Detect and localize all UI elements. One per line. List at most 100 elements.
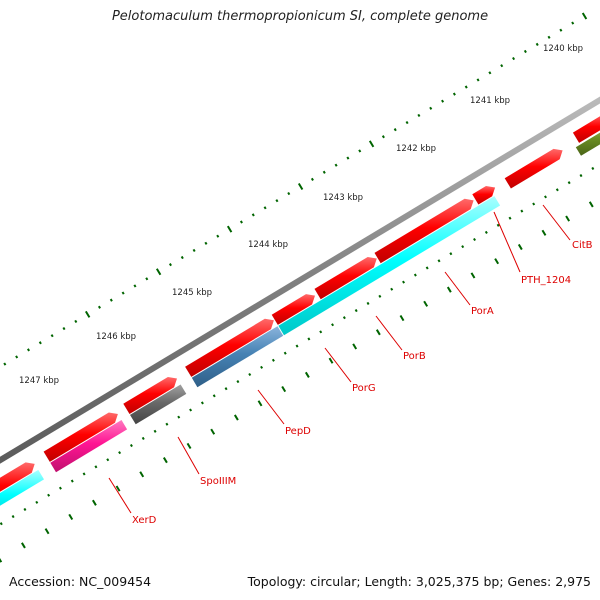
gene-label: PTH_1204: [521, 275, 571, 286]
gene-arrow-porb: [314, 257, 377, 300]
scale-tick: [15, 355, 19, 359]
guide-tick: [331, 323, 335, 327]
guide-tick: [91, 499, 97, 506]
gene-bar-pepd: [191, 326, 284, 388]
scale-label: 1243 kbp: [323, 193, 363, 203]
scale-label: 1241 kbp: [470, 96, 510, 106]
leader-line: [257, 389, 285, 425]
gene-labels: CitB PTH_1204 PorA PorB PorG PepD SpoIIIM XerD: [132, 240, 593, 526]
gene-label: PepD: [285, 426, 311, 437]
accession-text: Accession: NC_009454: [9, 574, 152, 589]
scale-tick: [216, 234, 220, 238]
tick-marks: [0, 12, 595, 563]
guide-tick: [520, 209, 524, 213]
gene-bar: [575, 132, 600, 156]
guide-tick: [437, 259, 441, 263]
guide-tick: [248, 372, 252, 377]
topology-text: Topology: circular; Length: 3,025,375 bp…: [247, 574, 591, 589]
guide-tick: [281, 385, 287, 393]
gene-bar-xerd: [50, 420, 128, 473]
guide-tick: [473, 237, 476, 242]
scale-tick: [168, 263, 172, 267]
guide-tick: [233, 414, 239, 421]
gene-arrow-xerd: [43, 412, 118, 462]
guide-tick: [68, 513, 74, 521]
scale-tick: [405, 120, 409, 125]
gene-bar-tail: [0, 469, 44, 506]
gene-arrow-pepd: [185, 318, 274, 377]
scale-tick: [84, 310, 91, 318]
scale-tick: [310, 177, 314, 181]
gene-label: CitB: [572, 240, 593, 251]
scale-label: 1245 kbp: [172, 288, 212, 298]
guide-tick: [115, 485, 121, 492]
guide-tick: [328, 357, 334, 364]
scale-tick: [488, 71, 492, 75]
scale-tick: [145, 277, 149, 281]
guide-tick: [23, 507, 27, 512]
scale-tick: [464, 85, 468, 89]
guide-tick: [162, 457, 168, 464]
scale-tick: [581, 12, 588, 20]
scale-label: 1240 kbp: [543, 44, 583, 54]
guide-tick: [375, 329, 381, 336]
gene-bar-por-operon: [278, 196, 501, 336]
scale-tick: [62, 326, 66, 331]
guide-tick: [307, 337, 311, 341]
guide-tick: [544, 195, 547, 199]
scale-tick: [322, 170, 326, 174]
guide-tick: [508, 216, 512, 220]
guide-tick: [257, 400, 263, 407]
scale-label: 1242 kbp: [396, 144, 436, 154]
gene-label: PorA: [471, 306, 494, 317]
guide-tick: [402, 280, 406, 284]
leader-line: [324, 347, 352, 383]
scale-tick: [571, 21, 575, 25]
scale-tick: [109, 298, 113, 302]
scale-tick: [251, 213, 255, 217]
gene-bar-spoiiim: [130, 384, 187, 425]
guide-tick: [413, 273, 417, 277]
guide-tick: [94, 465, 98, 469]
guide-tick: [21, 542, 26, 549]
scale-tick: [287, 191, 291, 196]
backbone: [0, 96, 600, 464]
gene-label: XerD: [132, 515, 157, 526]
guide-tick: [378, 294, 382, 298]
guide-tick: [189, 408, 193, 412]
guide-tick: [47, 493, 51, 497]
guide-tick: [366, 301, 370, 305]
scale-tick: [155, 268, 162, 276]
backbone-line: [0, 96, 600, 464]
guide-tick: [82, 472, 86, 476]
scale-tick: [393, 128, 397, 132]
scale-tick: [500, 64, 504, 68]
gene-arrow-porg: [271, 294, 315, 325]
guide-tick: [390, 287, 394, 291]
leader-line: [542, 204, 571, 241]
leader-line: [444, 271, 471, 306]
guide-tick: [591, 166, 595, 171]
scale-tick: [535, 42, 539, 46]
guide-tick: [271, 358, 275, 362]
map-title: Pelotomaculum thermopropionicum SI, comp…: [111, 9, 489, 24]
guide-tick: [354, 309, 358, 313]
scale-tick: [3, 362, 7, 366]
scale-label: 1244 kbp: [248, 240, 288, 250]
scale-tick: [133, 284, 137, 288]
guide-tick: [565, 215, 571, 222]
scale-tick: [275, 199, 279, 203]
scale-tick: [297, 182, 304, 190]
guide-tick: [210, 428, 216, 435]
guide-tick: [494, 258, 500, 265]
scale-tick: [429, 106, 433, 110]
scale-tick: [512, 57, 516, 61]
scale-tick: [226, 225, 233, 233]
scale-tick: [547, 35, 551, 39]
scale-labels: 1240 kbp 1241 kbp 1242 kbp 1243 kbp 1244 kbp…: [19, 44, 583, 386]
guide-tick: [304, 371, 310, 378]
guide-tick: [224, 387, 228, 391]
scale-tick: [523, 49, 527, 54]
guide-tick: [588, 201, 594, 208]
guide-tick: [484, 230, 488, 234]
